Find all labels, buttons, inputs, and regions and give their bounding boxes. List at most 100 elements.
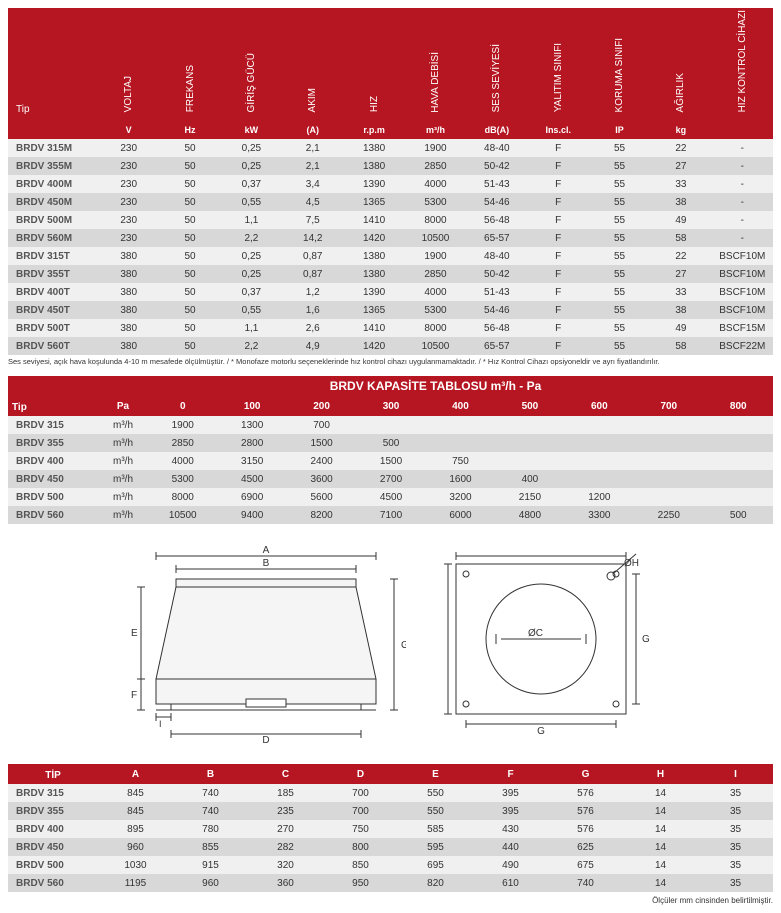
data-cell: 915 <box>173 856 248 874</box>
data-cell: 1900 <box>405 139 466 157</box>
data-cell <box>565 452 634 470</box>
data-cell <box>565 416 634 434</box>
data-cell: 33 <box>650 283 711 301</box>
dim-col-header: D <box>323 764 398 784</box>
table-row: BRDV 560M230502,214,214201050065-57F5558… <box>8 229 773 247</box>
data-cell <box>634 434 703 452</box>
data-cell <box>634 416 703 434</box>
svg-text:A: A <box>262 545 269 556</box>
type-cell: BRDV 315T <box>8 247 98 265</box>
table-row: BRDV 315M230500,252,11380190048-40F5522- <box>8 139 773 157</box>
spec-unit-cell: IP <box>589 121 650 139</box>
spec-unit-cell <box>712 121 773 139</box>
spec-col-header: AĞIRLIK <box>650 8 711 121</box>
table-row: BRDV 315T380500,250,871380190048-40F5522… <box>8 247 773 265</box>
data-cell: 4,5 <box>282 193 343 211</box>
type-cell: BRDV 560M <box>8 229 98 247</box>
data-cell: 320 <box>248 856 323 874</box>
data-cell: - <box>712 139 773 157</box>
data-cell: 430 <box>473 820 548 838</box>
table-row: BRDV 400m³/h4000315024001500750 <box>8 452 773 470</box>
data-cell: 35 <box>698 838 773 856</box>
data-cell: 55 <box>589 265 650 283</box>
type-cell: BRDV 560T <box>8 337 98 355</box>
data-cell <box>634 488 703 506</box>
data-cell: 51-43 <box>466 283 527 301</box>
table-row: BRDV 400M230500,373,41390400051-43F5533- <box>8 175 773 193</box>
data-cell: BSCF10M <box>712 301 773 319</box>
data-cell: 56-48 <box>466 319 527 337</box>
table-row: BRDV 355M230500,252,11380285050-42F5527- <box>8 157 773 175</box>
svg-text:G: G <box>537 726 545 737</box>
table-row: BRDV 315m³/h19001300700 <box>8 416 773 434</box>
data-cell: 51-43 <box>466 175 527 193</box>
cap-col-header: 400 <box>426 396 495 416</box>
data-cell: F <box>528 229 589 247</box>
cap-col-header: 100 <box>217 396 286 416</box>
data-cell: 8000 <box>148 488 217 506</box>
data-cell: 4800 <box>495 506 564 524</box>
spec-unit-cell: r.p.m <box>343 121 404 139</box>
data-cell: 595 <box>398 838 473 856</box>
diagram-side: A B G E F I D <box>126 544 406 744</box>
dim-col-header: A <box>98 764 173 784</box>
data-cell: BSCF10M <box>712 247 773 265</box>
table-row: BRDV 400T380500,371,21390400051-43F5533B… <box>8 283 773 301</box>
data-cell: BSCF22M <box>712 337 773 355</box>
data-cell: 10500 <box>148 506 217 524</box>
data-cell <box>426 434 495 452</box>
table-row: BRDV 500m³/h8000690056004500320021501200 <box>8 488 773 506</box>
data-cell: F <box>528 175 589 193</box>
type-cell: BRDV 450T <box>8 301 98 319</box>
data-cell: 55 <box>589 175 650 193</box>
data-cell <box>704 434 774 452</box>
diagram-top: ØC ØH G G <box>436 544 656 744</box>
data-cell: 54-46 <box>466 301 527 319</box>
data-cell <box>356 416 425 434</box>
data-cell: 1380 <box>343 247 404 265</box>
data-cell: 750 <box>426 452 495 470</box>
data-cell: 230 <box>98 175 159 193</box>
data-cell: 2,1 <box>282 139 343 157</box>
data-cell: 550 <box>398 802 473 820</box>
data-cell: BSCF10M <box>712 283 773 301</box>
spec-footnote: Ses seviyesi, açık hava koşulunda 4-10 m… <box>8 357 773 366</box>
type-cell: BRDV 355M <box>8 157 98 175</box>
data-cell: 35 <box>698 784 773 802</box>
data-cell: 625 <box>548 838 623 856</box>
data-cell: 700 <box>323 802 398 820</box>
data-cell <box>565 470 634 488</box>
data-cell: 55 <box>589 157 650 175</box>
data-cell: 235 <box>248 802 323 820</box>
data-cell <box>704 488 774 506</box>
data-cell: 55 <box>589 319 650 337</box>
data-cell: 50 <box>159 337 220 355</box>
data-cell: 440 <box>473 838 548 856</box>
data-cell: 22 <box>650 139 711 157</box>
unit-cell: m³/h <box>98 470 148 488</box>
data-cell: 2400 <box>287 452 356 470</box>
data-cell: 0,25 <box>221 265 282 283</box>
table-row: BRDV 4509608552828005954406251435 <box>8 838 773 856</box>
data-cell: 0,87 <box>282 265 343 283</box>
data-cell <box>704 452 774 470</box>
data-cell: 576 <box>548 784 623 802</box>
data-cell: 55 <box>589 301 650 319</box>
data-cell: 33 <box>650 175 711 193</box>
data-cell <box>495 416 564 434</box>
data-cell: 1,6 <box>282 301 343 319</box>
data-cell: 1900 <box>405 247 466 265</box>
data-cell: 1420 <box>343 337 404 355</box>
svg-text:I: I <box>159 719 162 729</box>
data-cell: 7,5 <box>282 211 343 229</box>
data-cell: 1380 <box>343 265 404 283</box>
data-cell: 1600 <box>426 470 495 488</box>
data-cell: 35 <box>698 874 773 892</box>
dim-col-header: C <box>248 764 323 784</box>
data-cell: 10500 <box>405 229 466 247</box>
data-cell: 1500 <box>356 452 425 470</box>
data-cell: BSCF15M <box>712 319 773 337</box>
type-cell: BRDV 450 <box>8 838 98 856</box>
unit-cell: m³/h <box>98 434 148 452</box>
data-cell: 4000 <box>405 175 466 193</box>
